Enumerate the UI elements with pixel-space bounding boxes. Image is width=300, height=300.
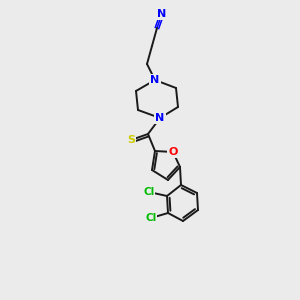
- Text: Cl: Cl: [143, 187, 155, 197]
- Text: Cl: Cl: [146, 213, 157, 223]
- Text: S: S: [127, 135, 135, 145]
- Text: N: N: [150, 75, 160, 85]
- Text: N: N: [158, 9, 166, 19]
- Text: N: N: [155, 113, 165, 123]
- Text: O: O: [168, 147, 178, 157]
